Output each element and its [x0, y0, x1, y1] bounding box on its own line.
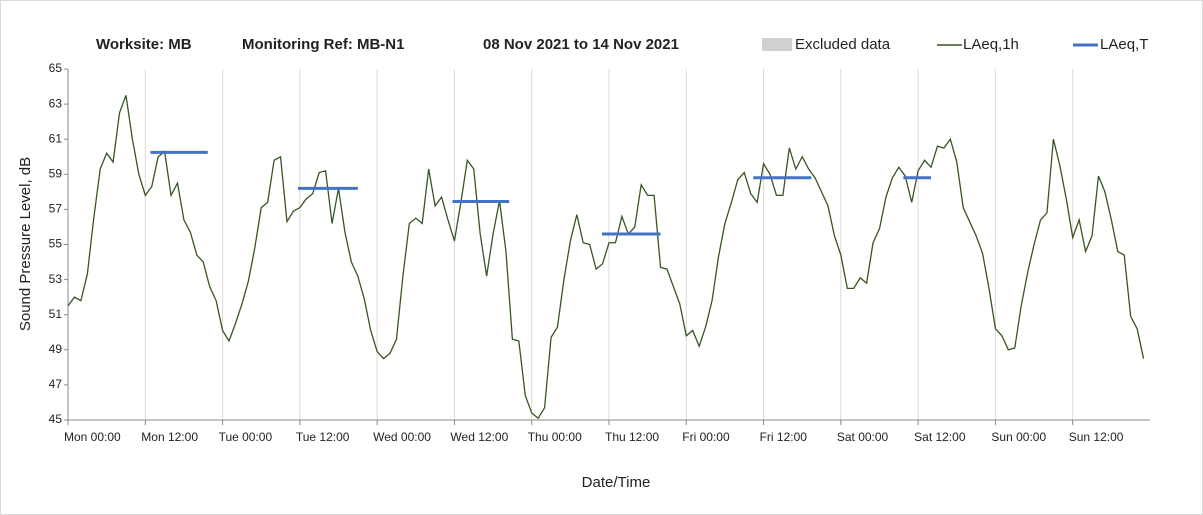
title-dates: 08 Nov 2021 to 14 Nov 2021 [483, 36, 679, 53]
x-tick-label: Fri 12:00 [760, 430, 808, 444]
y-tick-label: 49 [49, 342, 63, 356]
y-tick-label: 57 [49, 202, 63, 216]
x-tick-label: Sat 00:00 [837, 430, 889, 444]
y-tick-label: 55 [49, 237, 63, 251]
y-axis-label: Sound Pressure Level, dB [17, 157, 34, 331]
x-axis-label: Date/Time [582, 474, 651, 491]
y-tick-label: 63 [49, 96, 63, 110]
y-tick-label: 53 [49, 272, 63, 286]
x-tick-label: Mon 00:00 [64, 430, 121, 444]
x-tick-label: Mon 12:00 [141, 430, 198, 444]
legend-label: Excluded data [795, 36, 891, 53]
x-tick-label: Sun 12:00 [1069, 430, 1124, 444]
y-tick-label: 61 [49, 131, 63, 145]
x-tick-label: Tue 00:00 [219, 430, 273, 444]
y-tick-label: 47 [49, 377, 63, 391]
legend-swatch [762, 38, 792, 51]
x-tick-label: Wed 12:00 [450, 430, 508, 444]
x-tick-label: Fri 00:00 [682, 430, 730, 444]
x-tick-label: Sat 12:00 [914, 430, 966, 444]
x-tick-label: Thu 00:00 [528, 430, 582, 444]
x-tick-label: Sun 00:00 [991, 430, 1046, 444]
y-tick-label: 51 [49, 307, 63, 321]
legend-label: LAeq,T [1100, 36, 1148, 53]
y-tick-label: 59 [49, 166, 63, 180]
y-tick-label: 65 [49, 61, 63, 75]
title-ref: Monitoring Ref: MB-N1 [242, 36, 404, 53]
y-tick-label: 45 [49, 412, 63, 426]
title-worksite: Worksite: MB [96, 36, 192, 53]
x-tick-label: Thu 12:00 [605, 430, 659, 444]
legend-label: LAeq,1h [963, 36, 1019, 53]
x-tick-label: Tue 12:00 [296, 430, 350, 444]
series-line [67, 95, 1145, 420]
x-tick-label: Wed 00:00 [373, 430, 431, 444]
